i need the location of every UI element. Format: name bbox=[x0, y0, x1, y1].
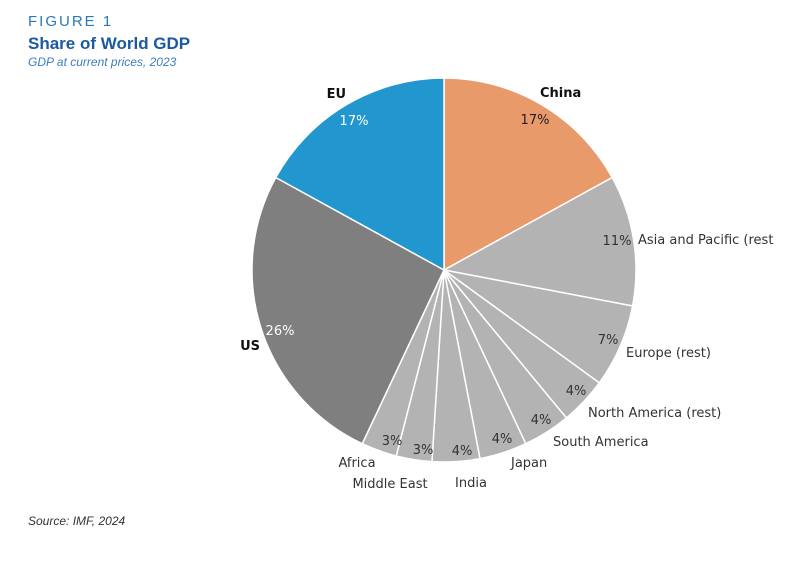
figure-source: Source: IMF, 2024 bbox=[28, 514, 126, 528]
data-label-us: 26% bbox=[266, 324, 295, 339]
data-label-africa: 3% bbox=[382, 434, 403, 449]
category-label-south-america: South America bbox=[553, 435, 649, 450]
category-label-india: India bbox=[455, 476, 487, 491]
category-label-us: US bbox=[240, 339, 260, 354]
data-label-india: 4% bbox=[452, 444, 473, 459]
data-label-middle-east: 3% bbox=[413, 443, 434, 458]
data-label-japan: 4% bbox=[492, 432, 513, 447]
pie-slice-china bbox=[443, 77, 614, 272]
pie-slice-asia-and-pacific-rest bbox=[441, 176, 637, 307]
data-label-asia-and-pacific-rest: 11% bbox=[603, 234, 632, 249]
figure-label: FIGURE 1 bbox=[28, 13, 114, 30]
category-label-japan: Japan bbox=[510, 456, 547, 471]
category-label-middle-east: Middle East bbox=[352, 477, 427, 492]
category-label-asia-and-pacific-rest: Asia and Pacific (rest bbox=[638, 233, 773, 248]
data-label-eu: 17% bbox=[340, 114, 369, 129]
category-label-eu: EU bbox=[327, 87, 346, 102]
category-label-north-america-rest: North America (rest) bbox=[588, 406, 721, 421]
category-label-china: China bbox=[540, 86, 581, 101]
category-label-europe-rest: Europe (rest) bbox=[626, 346, 711, 361]
pie-slice-eu bbox=[274, 77, 445, 272]
data-label-china: 17% bbox=[521, 113, 550, 128]
data-label-south-america: 4% bbox=[531, 413, 552, 428]
data-label-north-america-rest: 4% bbox=[566, 384, 587, 399]
category-label-africa: Africa bbox=[338, 456, 375, 471]
data-label-europe-rest: 7% bbox=[598, 333, 619, 348]
figure-subtitle: GDP at current prices, 2023 bbox=[28, 55, 177, 69]
figure-title: Share of World GDP bbox=[28, 34, 191, 53]
